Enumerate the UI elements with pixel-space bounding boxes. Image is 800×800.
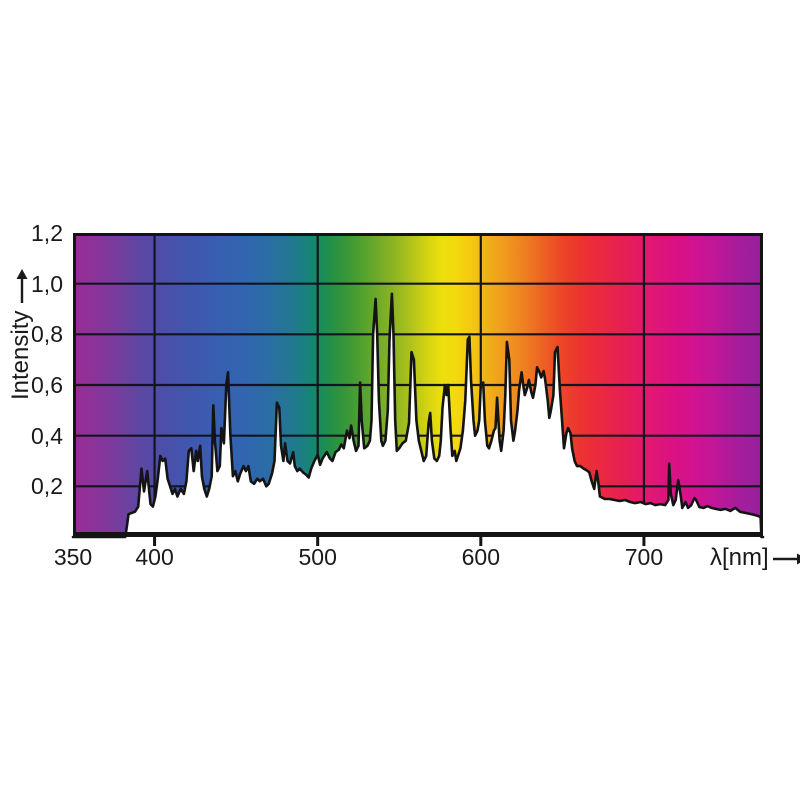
x-axis-title-text: λ[nm] [710,544,769,571]
x-tick-label: 350 [53,544,93,570]
x-tick-label: 500 [298,544,337,570]
below-curve-fill [73,293,763,537]
y-tick-label: 0,2 [31,473,63,500]
spectrum-chart [71,233,765,546]
plot-area [71,233,765,546]
y-tick-label: 0,4 [31,422,63,449]
y-tick-label: 0,8 [31,321,63,348]
y-tick-label: 0,6 [31,372,63,398]
x-axis-title: λ[nm] [710,543,800,573]
up-arrow-icon [6,268,36,303]
y-axis-title: Intensity [6,224,36,400]
x-tick-label: 600 [461,544,500,570]
x-tick-label: 700 [624,544,664,570]
y-tick-label: 1,0 [31,270,63,297]
right-arrow-icon [772,543,800,573]
spectrum-curve [71,292,765,539]
x-tick-label: 400 [135,544,174,570]
y-tick-label: 1,2 [31,220,63,246]
